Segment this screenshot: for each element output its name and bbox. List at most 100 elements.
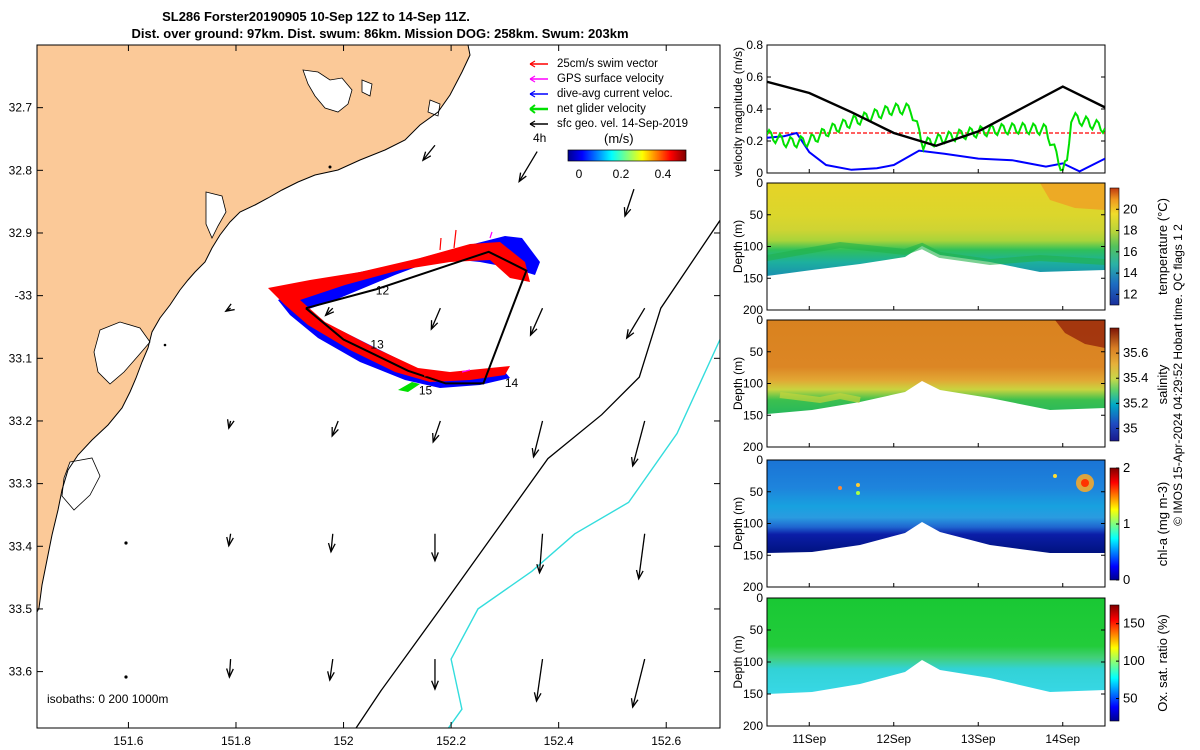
chlorophyll-section	[766, 459, 1120, 588]
day-label: 13	[370, 337, 384, 351]
depth-tick-label: 150	[743, 548, 763, 562]
colorbar-tick-label: 50	[1123, 691, 1137, 706]
map-x-tick-label: 152.6	[651, 734, 681, 748]
small-islands	[124, 165, 332, 679]
depth-tick-label: 50	[750, 208, 764, 222]
salinity-section	[766, 319, 1120, 448]
colorbar-tick-label: 1	[1123, 516, 1130, 531]
map-y-tick-label: 33.5	[9, 602, 33, 616]
geo-vector-arrow	[518, 151, 538, 184]
colorbar-tick-label: 18	[1123, 223, 1137, 238]
depth-tick-label: 0	[756, 176, 763, 190]
map-y-tick-label: 32.9	[9, 226, 33, 240]
velocity-y-axis: 0 0.2 0.4 0.6 0.8	[746, 38, 1105, 180]
geo-vector-arrow	[327, 658, 335, 682]
colorbar-label: Ox. sat. ratio (%)	[1155, 614, 1170, 712]
velocity-y-tick-label: 0.6	[746, 70, 763, 84]
map-x-tick-label: 152	[334, 734, 354, 748]
velocity-y-tick-label: 0.4	[746, 102, 763, 116]
legend-item-dive-avg-current: dive-avg current veloc.	[529, 88, 673, 100]
map-y-tick-label: 33.6	[9, 665, 33, 679]
time-tick-label: 12Sep	[876, 732, 911, 746]
day-label: 12	[376, 283, 390, 297]
map-y-tick-label: 33.4	[9, 539, 33, 553]
credit-text: © IMOS 15-Apr-2024 04:29:52 Hobart time.…	[1171, 224, 1185, 526]
map-y-tick-label: 33.3	[9, 477, 33, 491]
glider-track	[268, 229, 540, 392]
colorbar-tick-label: 2	[1123, 460, 1130, 475]
depth-tick-label: 0	[756, 453, 763, 467]
geo-vector-arrow	[630, 420, 646, 468]
land-mass	[37, 45, 470, 612]
section-axis-group: 0 50 100 150 200 Depth (m) 50 100 150 Ox. sat. ra…	[731, 591, 1170, 733]
map-x-tick-label: 152.2	[436, 734, 466, 748]
net-glider-end	[398, 382, 420, 392]
colorbar-tick-label: 35.6	[1123, 345, 1148, 360]
geo-vector-arrow	[324, 306, 335, 317]
depth-axis-label: Depth (m)	[731, 220, 745, 273]
geo-vector-arrow	[630, 658, 646, 709]
geo-vector-arrow	[533, 658, 544, 703]
depth-tick-label: 50	[750, 485, 764, 499]
depth-tick-label: 100	[743, 517, 763, 531]
geo-vector-arrow	[226, 533, 234, 548]
isobath-1000m	[447, 339, 720, 728]
depth-tick-label: 150	[743, 408, 763, 422]
map-colorbar-tick: 0.2	[613, 167, 630, 181]
section-axis-group: 0 50 100 150 200 Depth (m) 35 35.2 35.4 35.6 salin…	[731, 313, 1170, 454]
depth-tick-label: 0	[756, 313, 763, 327]
series-sfc-geo	[767, 80, 1105, 148]
depth-tick-label: 100	[743, 240, 763, 254]
gps-surface-arrows	[461, 231, 493, 373]
map-x-axis: 151.6 151.8 152 152.2 152.4 152.6	[113, 45, 682, 748]
figure-title-line-1: SL286 Forster20190905 10-Sep 12Z to 14-S…	[162, 9, 470, 24]
temperature-section	[766, 182, 1120, 311]
coastline	[37, 45, 471, 613]
svg-text:25cm/s swim vector: 25cm/s swim vector	[557, 58, 658, 70]
geo-vector-arrow	[431, 533, 439, 563]
geo-vector-arrow	[226, 659, 234, 679]
map-legend: 25cm/s swim vector GPS surface velocity …	[529, 58, 688, 181]
colorbar-tick-label: 150	[1123, 616, 1145, 631]
geo-vector-arrow	[421, 144, 436, 162]
figure-title-line-2: Dist. over ground: 97km. Dist. swum: 86k…	[131, 26, 628, 41]
velocity-ylabel: velocity magnitude (m/s)	[731, 47, 745, 177]
isobath-200m	[355, 220, 720, 728]
glider-track-line	[305, 250, 528, 385]
map-x-tick-label: 152.4	[544, 734, 574, 748]
colorbar-tick-label: 35.4	[1123, 370, 1148, 385]
map-x-tick-label: 151.8	[221, 734, 251, 748]
map-x-tick-label: 151.6	[113, 734, 143, 748]
oxygen-section	[766, 597, 1120, 727]
geo-vector-arrow	[430, 307, 441, 331]
depth-tick-label: 0	[756, 591, 763, 605]
section-axis-group: 0 50 100 150 200 Depth (m) 12 14 16 18 20 temperatu…	[731, 176, 1170, 317]
colorbar-tick-label: 35.2	[1123, 395, 1148, 410]
colorbar-tick-label: 12	[1123, 286, 1137, 301]
legend-item-net-glider: net glider velocity	[529, 103, 646, 115]
geo-vector-arrow	[623, 188, 635, 218]
geo-vector-arrow	[529, 307, 544, 337]
day-label: 14	[505, 376, 519, 390]
map-y-tick-label: 33.2	[9, 414, 33, 428]
colorbar-label: salinity	[1155, 364, 1170, 404]
oxygen-colorbar	[1109, 604, 1120, 722]
geo-vector-arrow	[331, 420, 339, 438]
depth-axis-label: Depth (m)	[731, 635, 745, 688]
colorbar-tick-label: 0	[1123, 572, 1130, 587]
svg-text:sfc geo. vel. 14-Sep-2019: sfc geo. vel. 14-Sep-2019	[557, 118, 688, 130]
legend-item-sfc-geo: sfc geo. vel. 14-Sep-2019	[529, 118, 688, 130]
colorbar-tick-label: 16	[1123, 244, 1137, 259]
legend-item-gps-velocity: GPS surface velocity	[529, 73, 664, 85]
geo-vector-arrow	[625, 307, 646, 340]
velocity-y-tick-label: 0.8	[746, 38, 763, 52]
depth-axis-label: Depth (m)	[731, 357, 745, 410]
map-y-tick-label: 32.8	[9, 163, 33, 177]
colorbar-tick-label: 14	[1123, 265, 1137, 280]
time-tick-label: 11Sep	[792, 732, 826, 746]
section-axis-group: 0 50 100 150 200 Depth (m) 0 1 2 chl-a (mg m-3)	[731, 453, 1170, 594]
svg-text:GPS surface velocity: GPS surface velocity	[557, 73, 664, 85]
svg-text:net glider velocity: net glider velocity	[557, 103, 646, 115]
